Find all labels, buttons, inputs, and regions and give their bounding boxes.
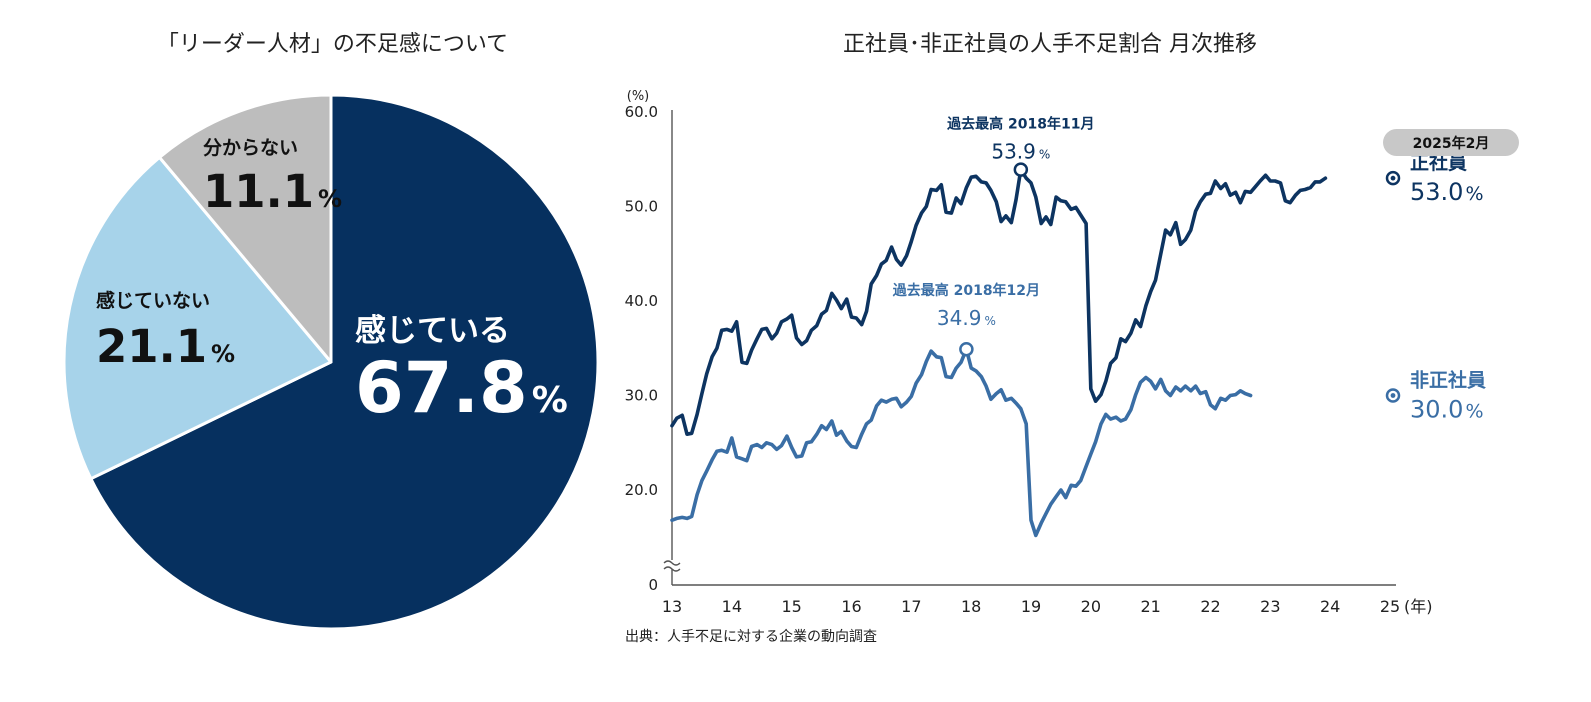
- y-tick-label: 40.0: [625, 292, 658, 310]
- x-axis-unit: (年): [1404, 597, 1433, 616]
- peak-value-unit: %: [984, 314, 995, 328]
- series-end-value-number: 30.0: [1410, 396, 1463, 424]
- x-tick-label: 20: [1081, 597, 1101, 616]
- x-tick-label: 15: [781, 597, 801, 616]
- date-badge-label: 2025年2月: [1413, 135, 1490, 152]
- peak-value-unit: %: [1039, 148, 1050, 162]
- y-axis-unit: (%): [627, 89, 650, 104]
- x-tick-label: 17: [901, 597, 921, 616]
- x-tick-label: 22: [1200, 597, 1220, 616]
- end-marker-dot: [1390, 393, 1396, 398]
- y-tick-label: 20.0: [625, 481, 658, 499]
- line-chart: 0 20.0 30.0 40.0 50.0 60.0(%) 13 14 15 16 17 18 19 20…: [625, 89, 1519, 616]
- pie-slice-label: 分からない: [203, 137, 298, 159]
- x-tick-label: 25: [1380, 597, 1400, 616]
- x-tick-label: 23: [1260, 597, 1280, 616]
- y-tick-label: 30.0: [625, 387, 658, 405]
- pie-slice-value-number: 11.1: [203, 165, 314, 218]
- peak-marker: [1013, 162, 1029, 177]
- peak-annotation-label: 過去最高 2018年12月: [892, 282, 1040, 299]
- peak-annotation-value: 34.9%: [937, 306, 996, 330]
- y-tick-label: 0: [648, 576, 658, 594]
- series-end-name: 非正社員: [1410, 369, 1486, 392]
- peak-value-number: 53.9: [991, 140, 1036, 164]
- pie-slice-2: [62, 155, 333, 481]
- pie-slice-value: 67.8%: [355, 347, 568, 429]
- pie-slice-1: [89, 93, 600, 631]
- series-line-2: [670, 347, 1253, 538]
- y-tick-label: 50.0: [625, 198, 658, 216]
- pie-slice-value: 21.1%: [96, 320, 235, 373]
- x-tick-label: 24: [1320, 597, 1340, 616]
- end-marker-dot: [1390, 175, 1396, 181]
- peak-annotation-label: 過去最高 2018年11月: [946, 116, 1094, 133]
- pie-slice-value-unit: %: [211, 340, 235, 368]
- x-tick-label: 18: [961, 597, 981, 616]
- peak-value-number: 34.9: [937, 306, 982, 330]
- series-end-value: 53.0%: [1410, 178, 1484, 206]
- pie-slice-value-number: 21.1: [96, 320, 207, 373]
- pie-slice-label: 感じている: [355, 313, 510, 349]
- series-end-value-unit: %: [1465, 401, 1483, 423]
- peak-marker: [959, 341, 974, 357]
- date-badge: [1383, 129, 1519, 156]
- pie-slice-label: 感じていない: [96, 289, 210, 312]
- series-line-1: [670, 167, 1328, 436]
- pie-chart-title: 「リーダー人材」の不足感について: [156, 32, 509, 57]
- pie-slice-value: 11.1%: [203, 165, 342, 218]
- peak-annotation-value: 53.9%: [991, 140, 1050, 164]
- series-end-value: 30.0%: [1410, 396, 1484, 424]
- pie-slice-value-number: 67.8: [355, 347, 528, 429]
- pie-slice-3: [158, 93, 333, 364]
- axis-break-gap: [664, 560, 680, 569]
- series-end-value-number: 53.0: [1410, 178, 1463, 206]
- x-tick-label: 21: [1140, 597, 1160, 616]
- x-tick-label: 13: [662, 597, 682, 616]
- x-tick-label: 14: [722, 597, 742, 616]
- x-tick-label: 19: [1021, 597, 1041, 616]
- x-tick-label: 16: [841, 597, 861, 616]
- source-note: 出典：人手不足に対する企業の動向調査: [625, 629, 877, 645]
- pie-slice-value-unit: %: [532, 380, 568, 421]
- pie-slice-value-unit: %: [318, 185, 342, 213]
- y-tick-label: 60.0: [625, 103, 658, 121]
- series-end-name: 正社員: [1410, 151, 1467, 174]
- axis-break-mark: [663, 560, 681, 572]
- series-end-value-unit: %: [1465, 183, 1483, 205]
- line-chart-title: 正社員･非正社員の人手不足割合 月次推移: [843, 32, 1257, 57]
